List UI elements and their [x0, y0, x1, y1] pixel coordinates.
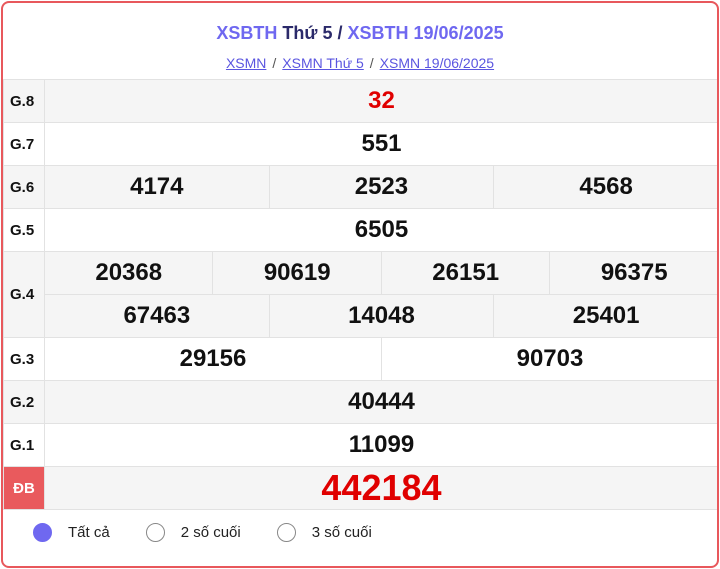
prize-number: 40444 — [44, 380, 717, 424]
prize-number: 67463 — [44, 294, 270, 338]
breadcrumb: XSMN / XSMN Thứ 5 / XSMN 19/06/2025 — [3, 55, 717, 71]
radio-selected-icon[interactable] — [33, 523, 52, 542]
prize-row-g4-second: 67463 14048 25401 — [4, 294, 717, 338]
breadcrumb-xsmn-weekday[interactable]: XSMN Thứ 5 — [282, 55, 364, 71]
title-weekday: Thứ 5 — [282, 23, 333, 43]
prize-number: 20368 — [43, 251, 214, 295]
prize-number: 14048 — [268, 294, 495, 338]
prize-row-g3: G.3 29156 90703 — [3, 337, 717, 381]
title-link-date[interactable]: XSBTH 19/06/2025 — [347, 23, 504, 43]
filter-label: Tất cả — [68, 524, 110, 541]
prize-number: 551 — [44, 122, 717, 166]
breadcrumb-separator: / — [272, 55, 277, 71]
filter-label: 2 số cuối — [180, 524, 241, 541]
prize-label: G.2 — [3, 380, 45, 424]
prize-row-g2: G.2 40444 — [3, 380, 717, 424]
prize-number: 11099 — [44, 423, 717, 467]
filter-last-3[interactable]: 3 số cuối — [276, 523, 372, 542]
filter-all[interactable]: Tất cả — [33, 523, 110, 542]
prize-label-special: ĐB — [3, 466, 45, 510]
prize-number: 26151 — [380, 251, 551, 295]
prize-number: 2523 — [268, 165, 495, 209]
filter-label: 3 số cuối — [311, 524, 372, 541]
digit-filter: Tất cả 2 số cuối 3 số cuối — [33, 523, 408, 542]
prize-number: 4568 — [493, 165, 717, 209]
prize-row-g7: G.7 551 — [3, 122, 717, 166]
radio-icon[interactable] — [145, 523, 165, 542]
prize-number: 96375 — [549, 251, 717, 295]
filter-last-2[interactable]: 2 số cuối — [145, 523, 241, 542]
page-title: XSBTH Thứ 5 / XSBTH 19/06/2025 — [3, 23, 717, 44]
results-table: G.8 32 G.7 551 G.6 4174 2523 4568 G.5 65… — [3, 79, 717, 510]
prize-row-g8: G.8 32 — [3, 79, 717, 123]
prize-row-g6: G.6 4174 2523 4568 — [3, 165, 717, 209]
prize-number: 90619 — [212, 251, 382, 295]
prize-label: G.8 — [3, 79, 45, 123]
prize-row-special: ĐB 442184 — [3, 466, 717, 510]
prize-label: G.5 — [3, 208, 45, 252]
prize-row-g5: G.5 6505 — [3, 208, 717, 252]
breadcrumb-xsmn-date[interactable]: XSMN 19/06/2025 — [379, 55, 495, 71]
radio-icon[interactable] — [276, 523, 296, 542]
prize-label: G.3 — [3, 337, 45, 381]
prize-number: 6505 — [44, 208, 717, 252]
prize-number: 90703 — [380, 337, 717, 381]
prize-label: G.4 — [3, 251, 45, 338]
prize-label: G.7 — [3, 122, 45, 166]
title-separator: / — [337, 23, 343, 43]
prize-row-g4: G.4 20368 90619 26151 96375 — [3, 251, 717, 338]
prize-number: 25401 — [493, 294, 717, 338]
breadcrumb-xsmn[interactable]: XSMN — [225, 55, 267, 71]
prize-number: 32 — [44, 79, 717, 123]
prize-label: G.6 — [3, 165, 45, 209]
special-prize-number: 442184 — [44, 466, 717, 510]
prize-number: 4174 — [44, 165, 270, 209]
prize-label: G.1 — [3, 423, 45, 467]
breadcrumb-separator: / — [369, 55, 374, 71]
prize-number: 29156 — [44, 337, 382, 381]
prize-row-g1: G.1 11099 — [3, 423, 717, 467]
title-link-xsbth[interactable]: XSBTH — [216, 23, 278, 43]
